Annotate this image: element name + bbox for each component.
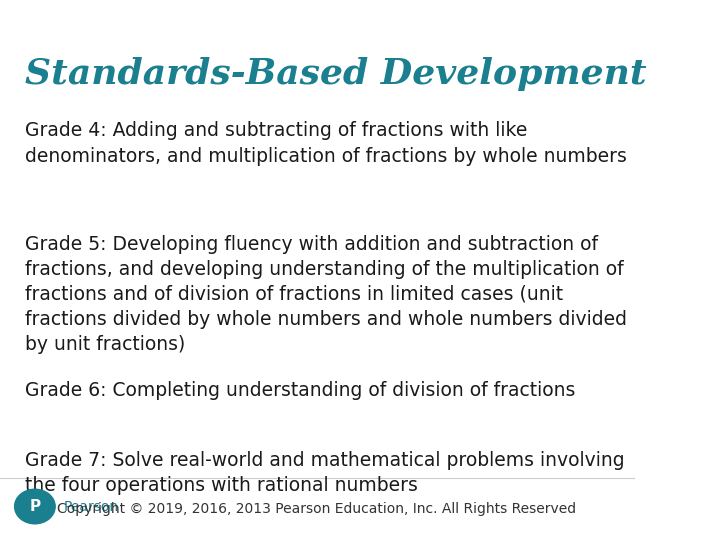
Text: Grade 5: Developing fluency with addition and subtraction of
fractions, and deve: Grade 5: Developing fluency with additio… [25,235,627,354]
Text: Standards-Based Development: Standards-Based Development [25,57,647,91]
Text: Grade 4: Adding and subtracting of fractions with like
denominators, and multipl: Grade 4: Adding and subtracting of fract… [25,122,627,165]
Text: Grade 7: Solve real-world and mathematical problems involving
the four operation: Grade 7: Solve real-world and mathematic… [25,451,625,495]
Text: P: P [30,499,40,514]
Text: Copyright © 2019, 2016, 2013 Pearson Education, Inc. All Rights Reserved: Copyright © 2019, 2016, 2013 Pearson Edu… [58,502,577,516]
Text: Grade 6: Completing understanding of division of fractions: Grade 6: Completing understanding of div… [25,381,576,400]
Text: Pearson: Pearson [63,500,119,514]
Circle shape [14,489,55,524]
